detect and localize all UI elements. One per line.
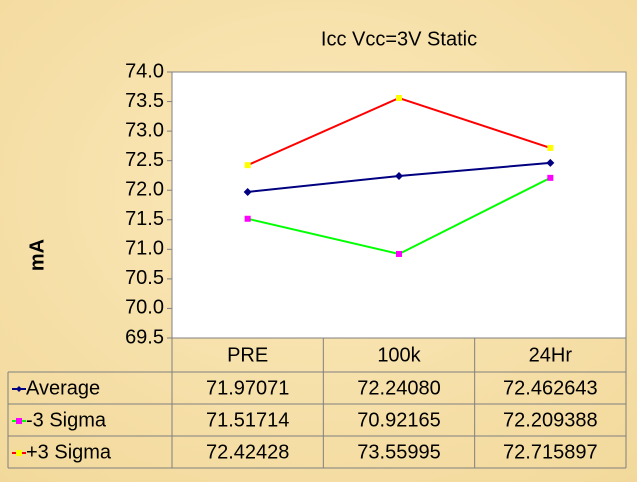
y-tick-label: 70.0 [125,297,164,319]
marker [244,215,251,222]
x-tick-label: 100k [377,344,421,366]
table-value: 72.209388 [503,409,598,431]
table-value: 72.715897 [503,441,598,463]
x-tick-label: PRE [227,344,268,366]
y-tick-label: 70.5 [125,267,164,289]
marker [547,144,554,151]
marker [396,250,402,257]
legend-label: -3 Sigma [26,409,107,431]
marker [244,162,251,169]
marker [243,187,252,196]
legend-marker [16,386,22,392]
y-tick-label: 71.0 [125,238,164,260]
plot-area [171,71,627,339]
table-value: 70.92165 [357,409,440,431]
table-value: 72.42428 [206,441,289,463]
table-value: 71.97071 [206,377,289,399]
marker [546,158,555,167]
marker [547,174,554,181]
y-tick-label: 69.5 [125,326,164,348]
marker [395,171,403,180]
y-axis-label: mA [26,239,48,271]
chart-title: Icc Vcc=3V Static [321,28,477,50]
x-tick-label: 24Hr [529,344,573,366]
table-value: 71.51714 [206,409,289,431]
y-tick-label: 72.5 [125,149,164,171]
legend-label: +3 Sigma [26,441,112,463]
legend-marker [16,418,22,424]
y-tick-label: 74.0 [125,60,164,82]
table-value: 72.462643 [503,377,598,399]
y-tick-label: 73.0 [125,119,164,141]
y-tick-label: 72.0 [125,179,164,201]
legend-label: Average [26,377,100,399]
y-tick-label: 73.5 [125,90,164,112]
table-value: 72.24080 [357,377,440,399]
marker [396,95,402,102]
table-value: 73.55995 [357,441,440,463]
legend-marker [16,450,22,456]
y-tick-label: 71.5 [125,208,164,230]
